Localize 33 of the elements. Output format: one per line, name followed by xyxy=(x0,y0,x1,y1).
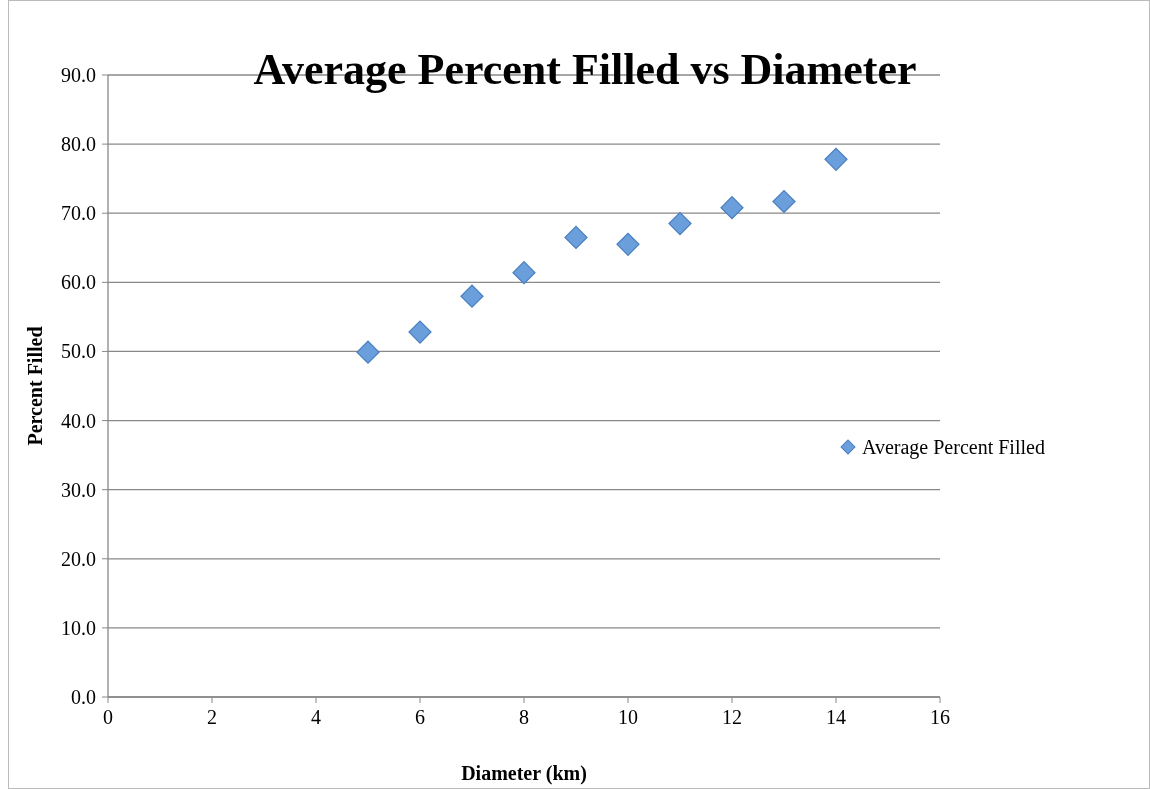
legend-label: Average Percent Filled xyxy=(862,436,1045,459)
point xyxy=(460,284,484,308)
point xyxy=(668,211,692,236)
x-tick-label: 6 xyxy=(415,706,425,728)
x-tick-label: 10 xyxy=(618,706,638,728)
point xyxy=(408,320,432,344)
x-tick-label: 2 xyxy=(207,706,217,728)
point xyxy=(616,232,640,256)
point xyxy=(564,225,588,250)
x-axis-title: Diameter (km) xyxy=(461,762,587,785)
x-tick-label: 8 xyxy=(519,706,529,728)
x-tick-label: 4 xyxy=(311,706,321,728)
y-tick-label: 10.0 xyxy=(61,616,96,639)
chart-title: Average Percent Filled vs Diameter xyxy=(253,45,917,94)
y-tick-label: 80.0 xyxy=(61,133,96,156)
y-tick-label: 50.0 xyxy=(61,340,96,363)
y-tick-label: 70.0 xyxy=(61,202,96,225)
y-tick-label: 20.0 xyxy=(61,547,96,570)
point xyxy=(512,261,536,285)
point xyxy=(772,189,796,214)
x-tick-label: 0 xyxy=(103,706,113,728)
x-tick-label: 12 xyxy=(722,706,742,728)
x-tick-label: 14 xyxy=(826,706,846,728)
y-tick-label: 30.0 xyxy=(61,478,96,501)
y-tick-label: 90.0 xyxy=(61,64,96,86)
point xyxy=(356,340,380,364)
y-tick-label: 0.0 xyxy=(71,686,96,708)
point xyxy=(824,147,848,171)
point xyxy=(720,196,744,220)
y-tick-label: 40.0 xyxy=(61,409,96,432)
y-axis-title: Percent Filled xyxy=(24,326,46,446)
y-tick-label: 60.0 xyxy=(61,271,96,294)
x-tick-label: 16 xyxy=(930,706,950,728)
